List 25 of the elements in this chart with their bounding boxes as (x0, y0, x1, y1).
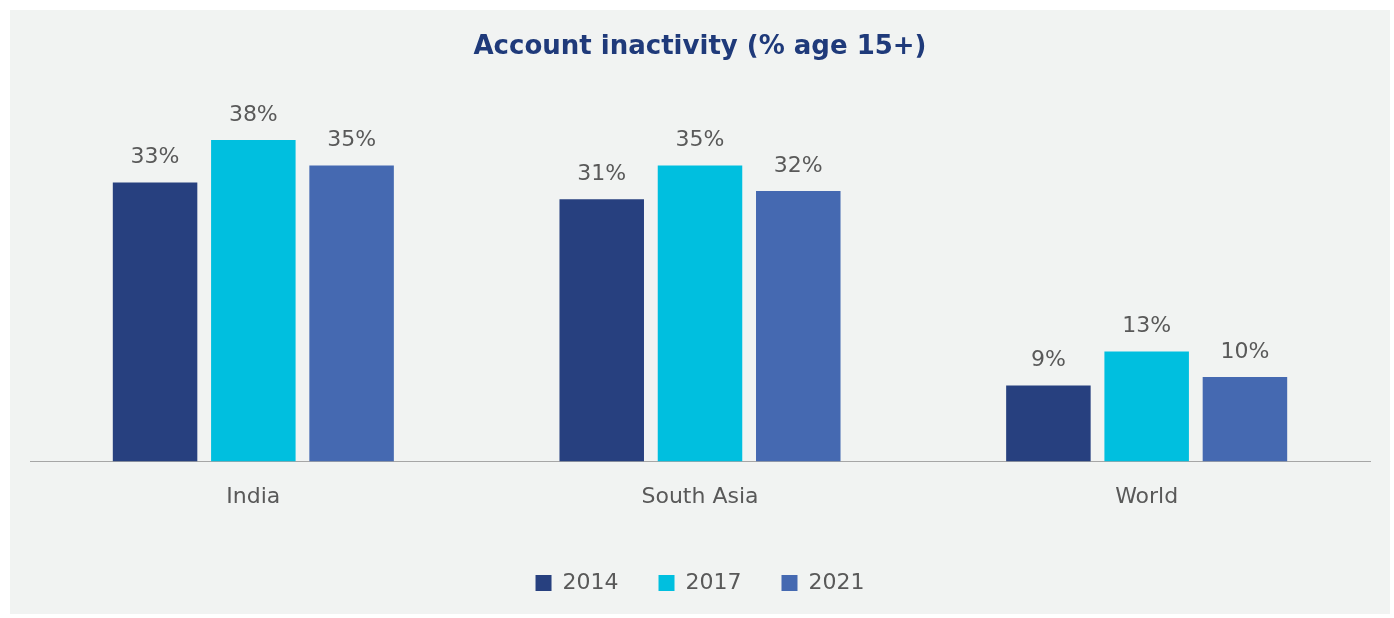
data-label: 13% (1122, 312, 1172, 338)
bar (112, 182, 198, 462)
legend-label: 2021 (808, 568, 865, 594)
bar (657, 165, 743, 462)
data-label: 35% (327, 126, 377, 152)
bar (211, 140, 296, 462)
legend-label: 2017 (685, 568, 742, 594)
x-tick-label: South Asia (641, 482, 759, 508)
bar (1104, 351, 1189, 462)
bar (1006, 385, 1091, 462)
bar (559, 199, 644, 462)
x-tick-label: World (1115, 482, 1179, 508)
data-label: 38% (228, 100, 278, 126)
bar (756, 190, 841, 462)
legend-label: 2014 (562, 568, 619, 594)
data-label: 31% (577, 160, 627, 186)
data-label: 10% (1220, 337, 1270, 363)
data-label: 35% (675, 126, 725, 152)
bar (309, 165, 394, 462)
bar (1202, 377, 1288, 462)
data-label: 33% (130, 143, 180, 169)
data-label: 32% (773, 151, 823, 177)
x-tick-label: India (226, 482, 281, 508)
data-label: 9% (1030, 346, 1066, 372)
chart-title: Account inactivity (% age 15+) (473, 30, 927, 61)
